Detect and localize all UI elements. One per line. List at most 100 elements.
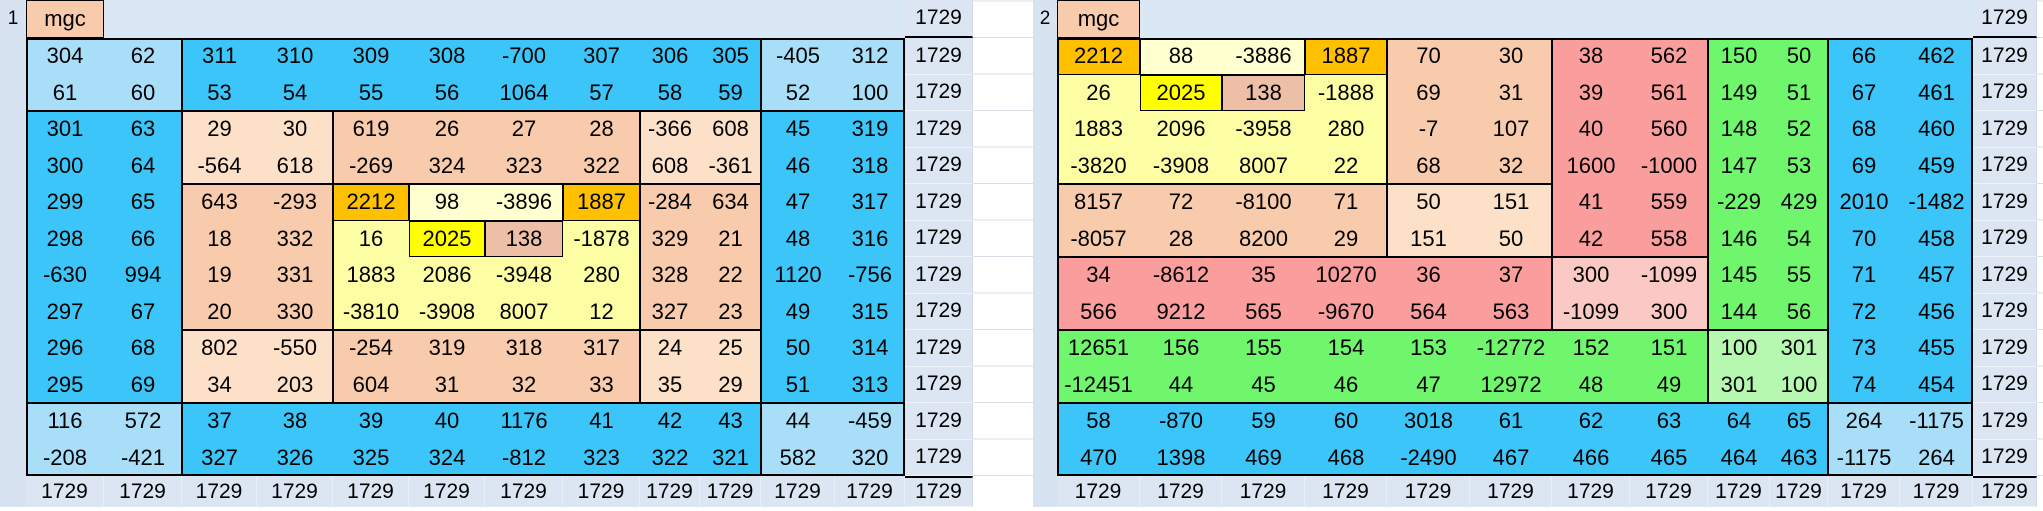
cell[interactable]: 29 — [700, 366, 761, 403]
cell[interactable]: 462 — [1900, 38, 1973, 75]
cell[interactable]: 70 — [1387, 38, 1470, 75]
cell[interactable]: 51 — [761, 366, 835, 403]
cell[interactable]: 42 — [1552, 220, 1630, 257]
cell[interactable]: 31 — [409, 366, 485, 403]
cell[interactable]: 53 — [182, 74, 257, 111]
footer-sum-cell[interactable]: 1729 — [26, 476, 104, 507]
cell[interactable]: 65 — [104, 184, 182, 221]
cell[interactable]: 63 — [1630, 403, 1708, 440]
cell[interactable]: -550 — [257, 330, 333, 367]
cell[interactable]: 301 — [1708, 366, 1770, 403]
cell[interactable]: 55 — [333, 74, 409, 111]
cell[interactable]: 68 — [1387, 147, 1470, 184]
cell[interactable]: 20 — [182, 293, 257, 330]
cell[interactable]: 316 — [835, 220, 905, 257]
cell[interactable]: 50 — [1770, 38, 1828, 75]
cell[interactable]: -229 — [1708, 184, 1770, 221]
cell[interactable]: 28 — [563, 111, 640, 148]
cell[interactable]: 18 — [182, 220, 257, 257]
footer-sum-cell[interactable]: 1729 — [1387, 476, 1470, 507]
cell[interactable]: 22 — [700, 257, 761, 294]
cell[interactable]: 153 — [1387, 330, 1470, 367]
cell[interactable]: -1099 — [1630, 257, 1708, 294]
cell[interactable]: 50 — [761, 330, 835, 367]
row-number-header[interactable]: 2 — [1033, 0, 1057, 38]
cell[interactable]: 60 — [104, 74, 182, 111]
cell[interactable]: 300 — [1630, 293, 1708, 330]
cell[interactable]: 38 — [257, 403, 333, 440]
cell[interactable]: 100 — [835, 74, 905, 111]
footer-sum-cell[interactable]: 1729 — [640, 476, 700, 507]
footer-sum-cell[interactable]: 1729 — [563, 476, 640, 507]
cell[interactable]: 42 — [640, 403, 700, 440]
cell[interactable]: 29 — [182, 111, 257, 148]
cell[interactable]: 608 — [700, 111, 761, 148]
footer-sum-cell[interactable]: 1729 — [1552, 476, 1630, 507]
cell[interactable]: 49 — [1630, 366, 1708, 403]
cell[interactable]: 148 — [1708, 111, 1770, 148]
footer-sum-cell[interactable]: 1729 — [257, 476, 333, 507]
side-sum-cell[interactable]: 1729 — [905, 439, 973, 476]
cell[interactable]: 604 — [333, 366, 409, 403]
cell[interactable]: -3810 — [333, 293, 409, 330]
row-number-header[interactable]: 1 — [0, 0, 26, 38]
sheet-title-cell[interactable]: mgc — [1057, 0, 1140, 38]
cell[interactable]: 28 — [1140, 220, 1222, 257]
cell[interactable]: 48 — [761, 220, 835, 257]
cell[interactable]: 802 — [182, 330, 257, 367]
cell[interactable]: 55 — [1770, 257, 1828, 294]
cell[interactable]: -12451 — [1057, 366, 1140, 403]
side-sum-cell[interactable]: 1729 — [905, 111, 973, 148]
cell[interactable]: 1120 — [761, 257, 835, 294]
cell[interactable]: -8057 — [1057, 220, 1140, 257]
cell[interactable]: 60 — [1305, 403, 1387, 440]
cell[interactable]: 264 — [1900, 439, 1973, 476]
footer-sum-cell[interactable]: 1729 — [333, 476, 409, 507]
cell[interactable]: -630 — [26, 257, 104, 294]
cell[interactable]: 8007 — [485, 293, 563, 330]
cell[interactable]: -405 — [761, 38, 835, 75]
footer-sum-cell[interactable]: 1729 — [485, 476, 563, 507]
cell[interactable]: 324 — [409, 439, 485, 476]
side-sum-cell[interactable]: 1729 — [1973, 74, 2037, 111]
cell[interactable]: 332 — [257, 220, 333, 257]
side-sum-cell[interactable]: 1729 — [905, 220, 973, 257]
cell[interactable]: 71 — [1305, 184, 1387, 221]
cell[interactable]: -254 — [333, 330, 409, 367]
cell[interactable]: 327 — [640, 293, 700, 330]
side-sum-cell[interactable]: 1729 — [1973, 147, 2037, 184]
side-sum-cell[interactable]: 1729 — [905, 257, 973, 294]
cell[interactable]: 63 — [104, 111, 182, 148]
cell[interactable]: 322 — [640, 439, 700, 476]
cell[interactable]: 39 — [333, 403, 409, 440]
side-sum-cell[interactable]: 1729 — [1973, 257, 2037, 294]
cell[interactable]: 47 — [761, 184, 835, 221]
cell[interactable]: -700 — [485, 38, 563, 75]
cell[interactable]: -870 — [1140, 403, 1222, 440]
cell[interactable]: 30 — [1470, 38, 1552, 75]
cell[interactable]: -1482 — [1900, 184, 1973, 221]
cell[interactable]: 322 — [563, 147, 640, 184]
footer-sum-cell[interactable]: 1729 — [1770, 476, 1828, 507]
cell[interactable]: 66 — [104, 220, 182, 257]
cell[interactable]: 19 — [182, 257, 257, 294]
cell[interactable]: 325 — [333, 439, 409, 476]
cell[interactable]: -421 — [104, 439, 182, 476]
cell[interactable]: 264 — [1828, 403, 1900, 440]
cell[interactable]: 48 — [1552, 366, 1630, 403]
cell[interactable]: 318 — [835, 147, 905, 184]
cell[interactable]: 53 — [1770, 147, 1828, 184]
side-sum-cell[interactable]: 1729 — [905, 184, 973, 221]
cell[interactable]: 561 — [1630, 74, 1708, 111]
cell[interactable]: 618 — [257, 147, 333, 184]
cell[interactable]: 98 — [409, 184, 485, 221]
cell[interactable]: 31 — [1470, 74, 1552, 111]
footer-sum-cell[interactable]: 1729 — [104, 476, 182, 507]
cell[interactable]: 329 — [640, 220, 700, 257]
cell[interactable]: 35 — [640, 366, 700, 403]
cell[interactable]: 318 — [485, 330, 563, 367]
cell[interactable]: 34 — [1057, 257, 1140, 294]
cell[interactable]: 62 — [1552, 403, 1630, 440]
cell[interactable]: 45 — [761, 111, 835, 148]
cell[interactable]: 33 — [563, 366, 640, 403]
